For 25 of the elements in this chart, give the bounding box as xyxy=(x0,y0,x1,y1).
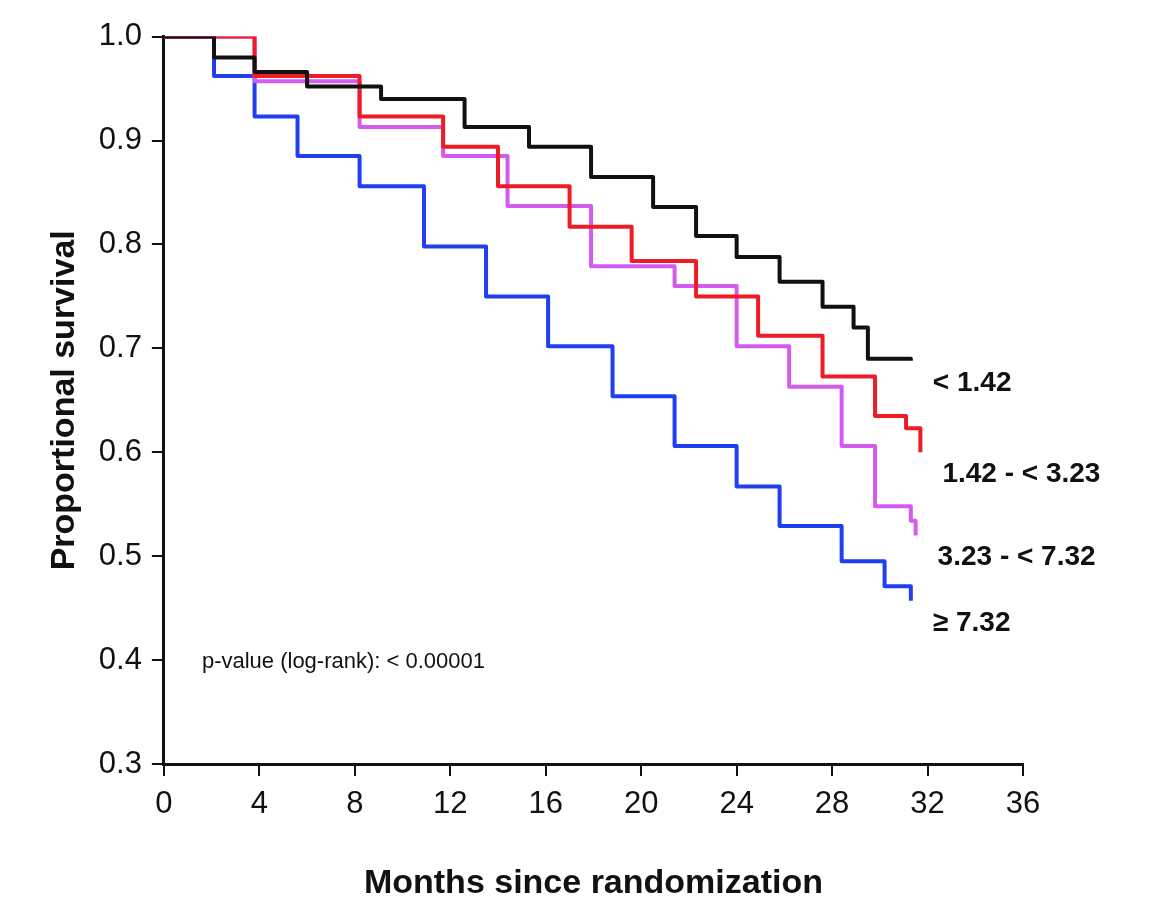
x-tick-label: 36 xyxy=(1005,785,1041,821)
x-tick-label: 24 xyxy=(719,785,754,821)
annotation: p-value (log-rank): < 0.00001 xyxy=(201,648,486,674)
x-tick-label: 4 xyxy=(250,785,268,821)
series-label: < 1.42 xyxy=(932,365,1012,397)
y-tick-label: 0.4 xyxy=(98,640,142,676)
series-label: ≥ 7.32 xyxy=(932,605,1011,637)
y-tick-label: 0.7 xyxy=(98,328,142,364)
y-tick-label: 0.8 xyxy=(98,224,142,260)
x-tick-label: 20 xyxy=(623,785,659,821)
series-label: 3.23 - < 7.32 xyxy=(937,540,1096,572)
x-tick-label: 32 xyxy=(910,785,945,821)
x-tick-label: 0 xyxy=(155,785,173,821)
x-tick-label: 28 xyxy=(814,785,850,821)
y-tick-label: 0.6 xyxy=(98,432,142,468)
y-tick-label: 0.3 xyxy=(98,744,142,780)
series-label: 1.42 - < 3.23 xyxy=(942,456,1101,488)
x-tick-label: 16 xyxy=(528,785,563,821)
y-tick-label: 1.0 xyxy=(98,17,142,53)
x-tick-label: 12 xyxy=(433,785,468,821)
y-tick-label: 0.5 xyxy=(98,536,142,572)
x-tick-label: 8 xyxy=(346,785,364,821)
y-axis-title: Proportional survival xyxy=(42,230,81,571)
y-tick-label: 0.9 xyxy=(98,121,142,157)
x-axis-title: Months since randomization xyxy=(363,861,823,900)
